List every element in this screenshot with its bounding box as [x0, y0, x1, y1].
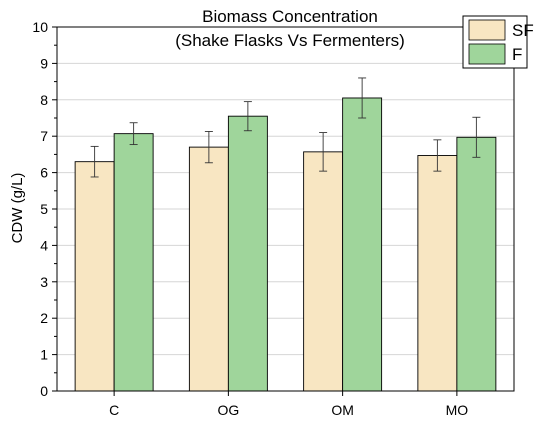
legend: SF F — [462, 15, 534, 69]
bar-f-om — [342, 97, 383, 392]
error-bars — [90, 77, 481, 178]
bar-sf-om — [303, 151, 344, 392]
bar-sf-mo — [417, 155, 458, 392]
bar-sf-og — [188, 146, 229, 392]
y-tick-label: 3 — [40, 274, 48, 290]
legend-swatch-sf — [468, 19, 506, 41]
y-tick-label: 2 — [40, 310, 48, 326]
y-tick-label: 7 — [40, 128, 48, 144]
x-tick-label: OM — [331, 402, 354, 418]
x-axis: C OG OM MO — [109, 391, 468, 418]
y-tick-label: 4 — [40, 237, 48, 253]
y-tick-label: 0 — [40, 383, 48, 399]
x-tick-label: C — [109, 402, 119, 418]
y-axis-label: CDW (g/L) — [9, 173, 26, 244]
bar-sf-c — [74, 161, 115, 392]
bars — [74, 97, 497, 392]
chart-title-line-2: (Shake Flasks Vs Fermenters) — [175, 31, 405, 50]
chart-title-line-1: Biomass Concentration — [202, 7, 378, 26]
y-tick-label: 9 — [40, 55, 48, 71]
legend-label-sf: SF — [512, 21, 534, 40]
legend-swatch-f — [468, 43, 506, 65]
y-tick-label: 6 — [40, 165, 48, 181]
x-tick-label: OG — [217, 402, 239, 418]
x-tick-label: MO — [446, 402, 469, 418]
y-tick-label: 10 — [32, 19, 48, 35]
y-tick-label: 1 — [40, 347, 48, 363]
y-axis: 0 1 2 3 4 5 6 7 8 9 10 — [32, 19, 57, 399]
legend-label-f: F — [512, 45, 522, 64]
bar-f-og — [227, 115, 268, 392]
y-tick-label: 5 — [40, 201, 48, 217]
y-tick-label: 8 — [40, 92, 48, 108]
bar-f-c — [113, 133, 154, 392]
bar-f-mo — [456, 136, 497, 392]
